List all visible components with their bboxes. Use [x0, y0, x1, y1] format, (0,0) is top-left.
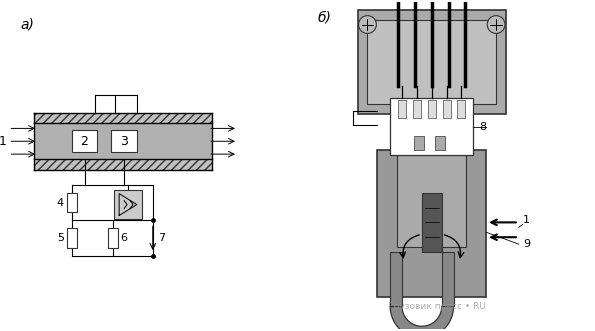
- Bar: [368, 20, 496, 104]
- Bar: [34, 123, 212, 159]
- Bar: [422, 193, 441, 252]
- Bar: [377, 150, 486, 297]
- Bar: [67, 193, 77, 213]
- Text: 7: 7: [158, 233, 165, 243]
- Bar: [34, 159, 212, 170]
- Text: а): а): [20, 18, 34, 31]
- Bar: [428, 100, 436, 118]
- Text: 8: 8: [479, 122, 486, 132]
- Polygon shape: [390, 252, 402, 307]
- Bar: [71, 130, 98, 152]
- Bar: [358, 10, 506, 114]
- Text: Грузовик пресс • RU: Грузовик пресс • RU: [388, 303, 486, 311]
- Bar: [413, 100, 421, 118]
- Polygon shape: [390, 307, 453, 331]
- Bar: [34, 113, 212, 123]
- Text: 5: 5: [57, 233, 64, 243]
- Bar: [390, 98, 473, 155]
- Text: 9: 9: [523, 239, 530, 249]
- Bar: [435, 136, 444, 150]
- Text: б): б): [318, 11, 332, 25]
- Bar: [414, 136, 424, 150]
- Bar: [398, 100, 406, 118]
- Text: 1: 1: [0, 135, 7, 148]
- Text: 2: 2: [80, 135, 89, 148]
- Circle shape: [359, 16, 377, 33]
- Circle shape: [487, 16, 505, 33]
- Bar: [111, 130, 137, 152]
- Bar: [108, 228, 118, 248]
- Text: 1: 1: [523, 215, 530, 225]
- Bar: [397, 155, 466, 247]
- Text: 4: 4: [57, 198, 64, 208]
- Bar: [114, 190, 142, 219]
- Text: 6: 6: [120, 233, 127, 243]
- Bar: [458, 100, 465, 118]
- Text: 3: 3: [120, 135, 128, 148]
- Bar: [67, 228, 77, 248]
- Bar: [443, 100, 450, 118]
- Polygon shape: [441, 252, 453, 307]
